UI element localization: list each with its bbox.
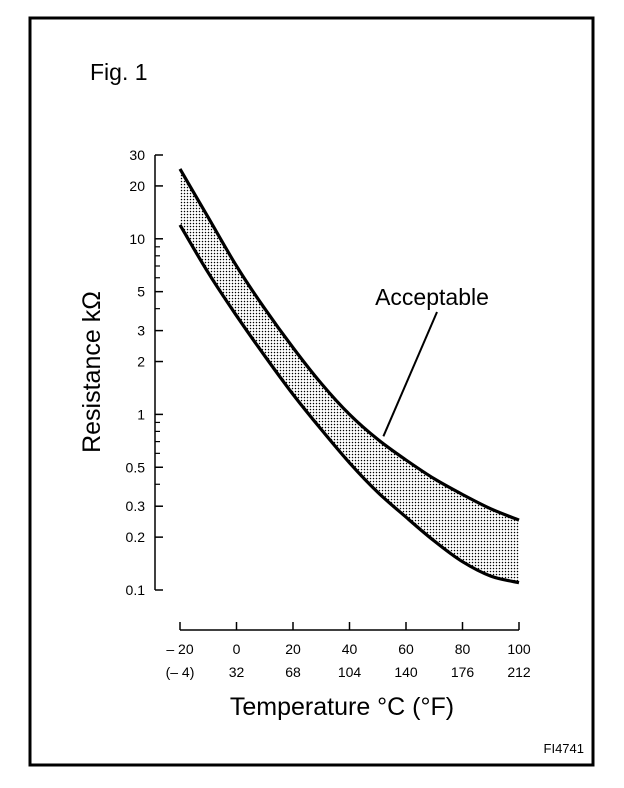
- x-tick-label-celsius: 60: [398, 641, 414, 657]
- x-tick-label-fahrenheit: 68: [285, 664, 301, 680]
- x-tick-label-fahrenheit: 212: [507, 664, 531, 680]
- y-tick-label: 0.5: [126, 459, 146, 475]
- figure-frame: [28, 16, 595, 767]
- y-tick-label: 2: [137, 354, 145, 370]
- x-tick-label-celsius: 20: [285, 641, 301, 657]
- y-axis-ticks: 30 20 10 5 3 2 1 0.5 0.3 0.2 0.1: [126, 147, 163, 598]
- x-tick-label-celsius: 40: [342, 641, 358, 657]
- lower-limit-curve: [178, 224, 520, 585]
- y-axis-title: Resistance kΩ: [78, 291, 106, 453]
- x-tick-label-fahrenheit: 176: [451, 664, 475, 680]
- annotation-acceptable: Acceptable: [375, 284, 489, 310]
- y-tick-label: 0.2: [126, 529, 146, 545]
- x-tick-label-fahrenheit: (– 4): [166, 664, 195, 680]
- acceptable-band: [180, 168, 519, 583]
- y-tick-label: 30: [129, 147, 145, 163]
- y-tick-label: 20: [129, 178, 145, 194]
- y-tick-label: 0.3: [126, 498, 146, 514]
- figure-code: FI4741: [544, 741, 584, 756]
- x-tick-label-celsius: – 20: [166, 641, 193, 657]
- figure-label: Fig. 1: [90, 59, 148, 85]
- x-tick-label-fahrenheit: 32: [229, 664, 245, 680]
- x-tick-label-celsius: 80: [455, 641, 471, 657]
- y-tick-label: 3: [137, 323, 145, 339]
- y-tick-label: 1: [137, 406, 145, 422]
- upper-limit-curve: [178, 168, 520, 522]
- x-tick-label-fahrenheit: 104: [338, 664, 362, 680]
- x-tick-label-celsius: 0: [233, 641, 241, 657]
- x-tick-label-fahrenheit: 140: [394, 664, 418, 680]
- x-tick-label-celsius: 100: [507, 641, 531, 657]
- x-axis-title: Temperature °C (°F): [230, 693, 454, 721]
- y-tick-label: 10: [129, 231, 145, 247]
- y-tick-label: 5: [137, 284, 145, 300]
- x-axis-ticks: – 20 (– 4) 0 32 20 68 40 104 60 140 80 176 100 212: [166, 622, 531, 680]
- y-tick-label: 0.1: [126, 582, 146, 598]
- annotation-leader-line: [382, 311, 438, 437]
